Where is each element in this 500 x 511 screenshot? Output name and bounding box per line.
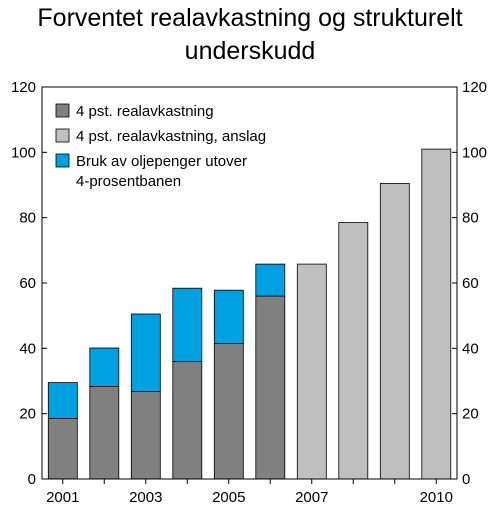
y-tick-label-left-20: 20	[19, 406, 36, 423]
y-tick-label-left-40: 40	[19, 340, 36, 357]
bar-2005-series-3	[213, 289, 244, 344]
bar-2010-series-2	[421, 148, 452, 480]
bar-2001-series-3	[47, 382, 78, 419]
y-tick-label-right-20: 20	[462, 406, 479, 423]
x-tick-label-2007: 2007	[295, 489, 328, 506]
bar-2008-series-2	[338, 222, 369, 480]
legend-label-3-line-2: 4-prosentbanen	[76, 173, 181, 190]
bar-2009-series-2	[379, 182, 410, 480]
y-tick-label-right-60: 60	[462, 275, 479, 292]
legend: 4 pst. realavkastning 4 pst. realavkastni…	[55, 103, 266, 190]
y-tick-label-right-120: 120	[462, 79, 487, 96]
legend-swatch-1	[55, 103, 70, 118]
bar-2002-series-3	[89, 347, 120, 387]
y-tick-label-left-60: 60	[19, 275, 36, 292]
axes-layer: 0 0 20 20 40 40 60 60 80 80 100 100 120 120 2001 2003 20…	[11, 79, 487, 506]
bar-2006-series-1	[255, 295, 286, 480]
bar-2005-series-1	[213, 342, 244, 480]
y-tick-label-right-0: 0	[462, 471, 470, 488]
y-tick-label-left-0: 0	[28, 471, 36, 488]
y-tick-label-left-80: 80	[19, 210, 36, 227]
y-tick-label-left-100: 100	[11, 144, 36, 161]
y-tick-label-left-120: 120	[11, 79, 36, 96]
x-tick-label-2010: 2010	[420, 489, 453, 506]
bars-layer	[47, 148, 452, 480]
x-tick-label-2005: 2005	[212, 489, 245, 506]
y-tick-label-right-80: 80	[462, 210, 479, 227]
legend-swatch-3	[55, 153, 70, 168]
bar-2002-series-1	[89, 386, 120, 480]
bar-2007-series-2	[296, 263, 327, 480]
y-tick-label-right-100: 100	[462, 144, 487, 161]
x-tick-label-2003: 2003	[129, 489, 162, 506]
bar-2006-series-3	[255, 263, 286, 297]
legend-label-3: Bruk av oljepenger utover	[76, 153, 247, 170]
bar-2004-series-1	[172, 360, 203, 480]
bar-2004-series-3	[172, 287, 203, 362]
y-tick-label-right-40: 40	[462, 340, 479, 357]
chart-title-line-1: Forventet realavkastning og strukturelt	[37, 4, 463, 32]
bar-2003-series-1	[130, 391, 161, 480]
legend-label-2: 4 pst. realavkastning, anslag	[76, 128, 266, 145]
legend-swatch-2	[55, 128, 70, 143]
bar-2003-series-3	[130, 313, 161, 392]
chart-title: Forventet realavkastning og strukturelt …	[0, 2, 500, 68]
legend-label-1: 4 pst. realavkastning	[76, 103, 214, 120]
bar-2001-series-1	[47, 418, 78, 480]
x-tick-label-2001: 2001	[46, 489, 79, 506]
chart-title-line-2: underskudd	[184, 37, 316, 65]
